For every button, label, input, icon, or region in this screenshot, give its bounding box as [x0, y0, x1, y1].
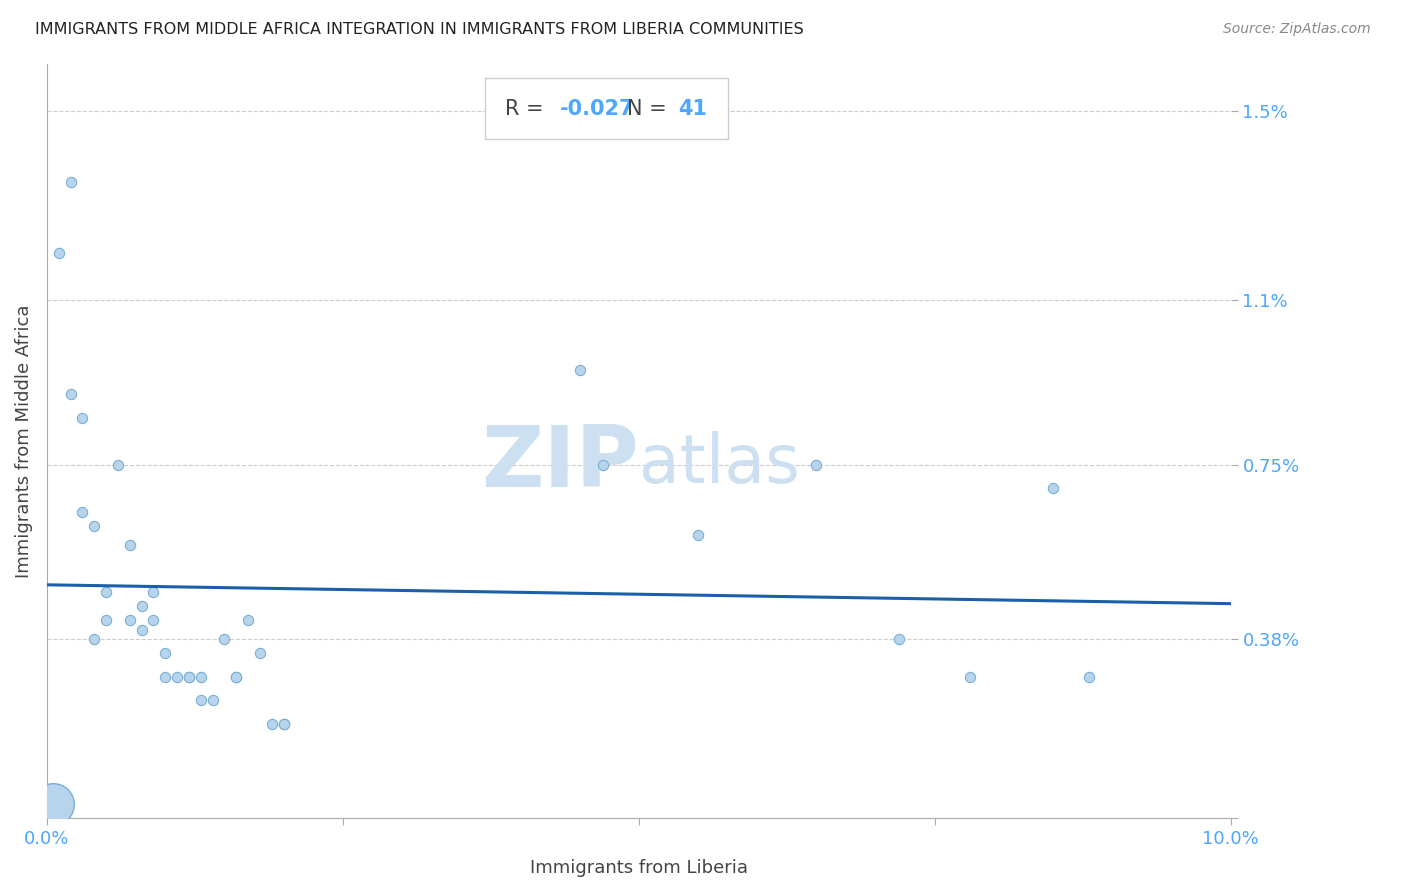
Point	[177, 670, 200, 684]
Point	[59, 175, 82, 189]
Point	[83, 632, 105, 646]
Point	[166, 670, 188, 684]
Y-axis label: Immigrants from Middle Africa: Immigrants from Middle Africa	[15, 304, 32, 578]
Point	[59, 387, 82, 401]
Point	[568, 363, 591, 377]
Point	[959, 670, 981, 684]
Text: R =: R =	[505, 98, 550, 119]
Text: N =: N =	[627, 98, 673, 119]
Point	[273, 716, 295, 731]
Point	[592, 458, 614, 472]
Point	[118, 538, 141, 552]
Point	[131, 623, 153, 637]
Point	[214, 632, 236, 646]
Point	[72, 410, 94, 425]
Point	[201, 693, 224, 707]
Point	[273, 716, 295, 731]
Point	[190, 693, 212, 707]
Point	[142, 613, 165, 627]
Point	[118, 613, 141, 627]
Text: Source: ZipAtlas.com: Source: ZipAtlas.com	[1223, 22, 1371, 37]
FancyBboxPatch shape	[485, 78, 727, 139]
Point	[94, 613, 117, 627]
Point	[72, 505, 94, 519]
Point	[686, 528, 709, 542]
Text: 41: 41	[678, 98, 707, 119]
Text: ZIP: ZIP	[481, 422, 638, 505]
Point	[155, 670, 177, 684]
Point	[225, 670, 247, 684]
Point	[236, 613, 259, 627]
Point	[107, 458, 129, 472]
Text: IMMIGRANTS FROM MIDDLE AFRICA INTEGRATION IN IMMIGRANTS FROM LIBERIA COMMUNITIES: IMMIGRANTS FROM MIDDLE AFRICA INTEGRATIO…	[35, 22, 804, 37]
Point	[131, 599, 153, 613]
Point	[806, 458, 828, 472]
Text: atlas: atlas	[638, 431, 800, 497]
Point	[83, 519, 105, 533]
Point	[1077, 670, 1099, 684]
X-axis label: Immigrants from Liberia: Immigrants from Liberia	[530, 859, 748, 877]
Text: -0.027: -0.027	[560, 98, 634, 119]
Point	[42, 797, 65, 811]
Point	[249, 646, 271, 660]
Point	[177, 670, 200, 684]
Point	[48, 245, 70, 260]
Point	[155, 646, 177, 660]
Point	[889, 632, 911, 646]
Point	[142, 585, 165, 599]
Point	[190, 670, 212, 684]
Point	[1042, 481, 1064, 495]
Point	[94, 585, 117, 599]
Point	[225, 670, 247, 684]
Point	[260, 716, 283, 731]
